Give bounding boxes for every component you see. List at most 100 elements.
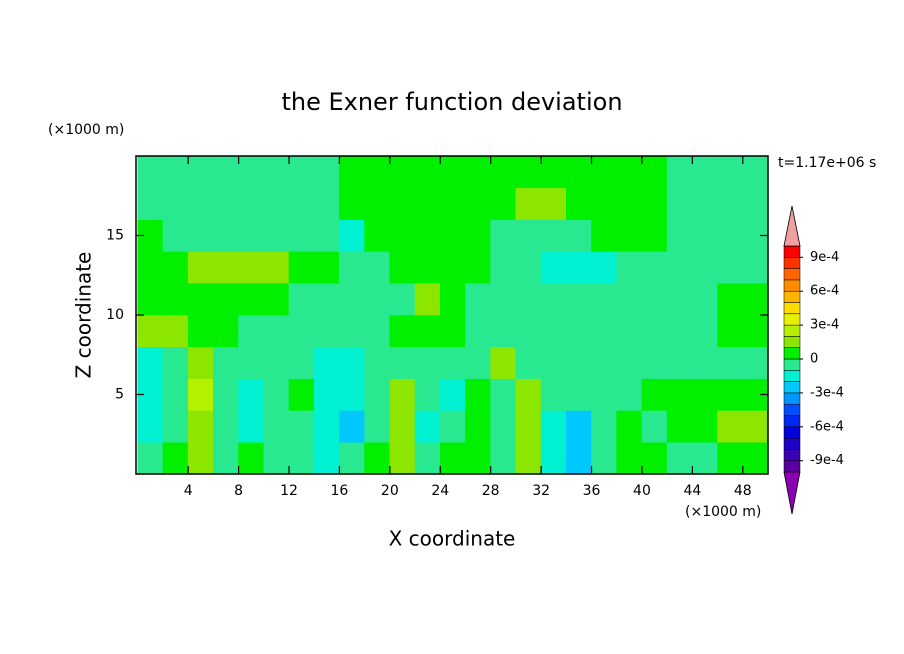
field-cell [389,219,416,252]
field-cell [162,187,189,220]
field-cell [263,378,290,411]
field-cell [162,282,189,316]
field-cell [490,155,517,189]
field-cell [364,378,391,411]
colorbar-box [783,290,801,303]
field-cell [414,314,441,348]
field-cell [566,410,592,443]
x-tick-label: 32 [532,483,550,499]
field-cell [238,219,265,252]
field-cell [364,346,391,379]
field-cell [213,187,239,220]
field-cell [389,187,416,220]
field-cell [137,251,164,284]
field-cell [717,155,744,189]
field-cell [465,282,491,316]
field-cell [364,410,391,443]
colorbar-tick-label: -9e-4 [810,453,844,468]
field-cell [263,314,290,348]
field-cell [692,155,718,189]
field-cell [515,219,542,252]
field-cell [389,441,416,475]
field-cell [313,410,340,443]
field-cell [288,187,315,220]
field-cell [490,219,517,252]
field-cell [692,282,718,316]
contour-field [137,155,769,475]
field-cell [313,378,340,411]
field-cell [540,155,567,189]
field-cell [288,155,315,189]
field-cell [288,282,315,316]
field-cell [490,410,517,443]
field-cell [465,314,491,348]
field-cell [414,441,441,475]
field-cell [364,282,391,316]
field-cell [288,251,315,284]
field-cell [414,219,441,252]
field-cell [490,314,517,348]
x-unit: (×1000 m) [685,504,761,520]
x-tick-label: 8 [234,483,243,499]
field-cell [515,378,542,411]
field-cell [641,282,668,316]
field-cell [439,346,466,379]
chart-title: the Exner function deviation [281,88,622,116]
field-cell [641,346,668,379]
field-cell [339,378,365,411]
field-cell [263,441,290,475]
field-cell [692,346,718,379]
field-cell [162,378,189,411]
field-cell [339,441,365,475]
field-cell [540,441,567,475]
field-cell [213,282,239,316]
time-label: t=1.17e+06 s [778,155,876,171]
field-cell [439,251,466,284]
colorbar-box [783,257,801,269]
field-cell [692,187,718,220]
field-cell [591,410,618,443]
colorbar-box [783,336,801,348]
field-cell [616,441,643,475]
field-cell [717,251,744,284]
field-cell [288,410,315,443]
colorbar-tick-label: -3e-4 [810,385,844,400]
x-axis-title: X coordinate [389,527,516,551]
field-cell [616,378,643,411]
field-cell [238,282,265,316]
field-cell [439,219,466,252]
field-cell [339,282,365,316]
field-cell [540,282,567,316]
field-cell [187,187,214,220]
field-cell [313,155,340,189]
field-cell [465,155,491,189]
field-cell [742,441,769,475]
field-cell [591,219,618,252]
field-cell [692,314,718,348]
field-cell [162,219,189,252]
field-cell [288,219,315,252]
field-cell [364,187,391,220]
field-cell [162,251,189,284]
field-cell [414,378,441,411]
field-cell [238,187,265,220]
field-cell [313,282,340,316]
colorbar-box [783,245,801,258]
field-cell [591,282,618,316]
field-cell [339,187,365,220]
field-cell [490,187,517,220]
field-cell [339,410,365,443]
field-cell [515,251,542,284]
field-cell [566,441,592,475]
field-cell [137,441,164,475]
colorbar-tick-label: 0 [810,352,818,367]
field-cell [439,187,466,220]
colorbar-box [783,302,801,315]
field-cell [263,219,290,252]
field-cell [137,346,164,379]
colorbar-box [783,358,801,371]
field-cell [162,155,189,189]
field-cell [666,346,693,379]
field-cell [339,251,365,284]
colorbar-box [783,460,801,473]
